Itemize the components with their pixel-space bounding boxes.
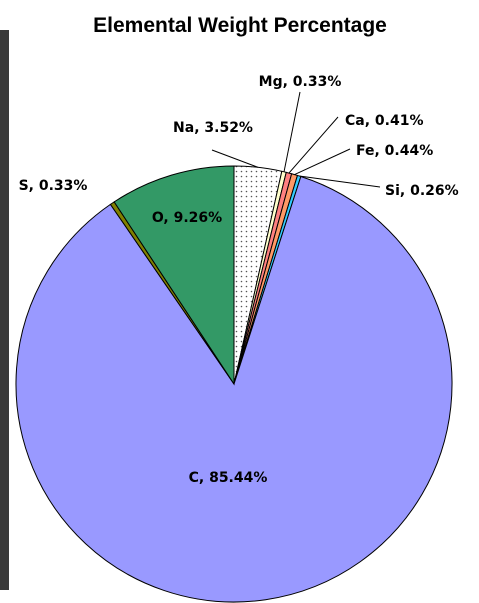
data-label: Na, 3.52% [173, 120, 253, 136]
data-label: C, 85.44% [189, 470, 268, 486]
data-label: Si, 0.26% [385, 183, 459, 199]
pie-slice [15, 175, 453, 603]
data-label: Ca, 0.41% [345, 113, 423, 129]
chart-title: Elemental Weight Percentage [93, 14, 387, 37]
leader-line [299, 175, 381, 188]
data-label: S, 0.33% [19, 178, 88, 194]
leader-line [288, 116, 339, 174]
leader-line [294, 148, 351, 176]
background-strip [0, 30, 9, 590]
data-label: O, 9.26% [152, 210, 222, 226]
leader-line [283, 91, 301, 172]
data-label: Mg, 0.33% [259, 74, 342, 90]
data-label: Fe, 0.44% [356, 143, 433, 159]
leader-line [211, 149, 259, 168]
pie-slice [113, 165, 235, 386]
